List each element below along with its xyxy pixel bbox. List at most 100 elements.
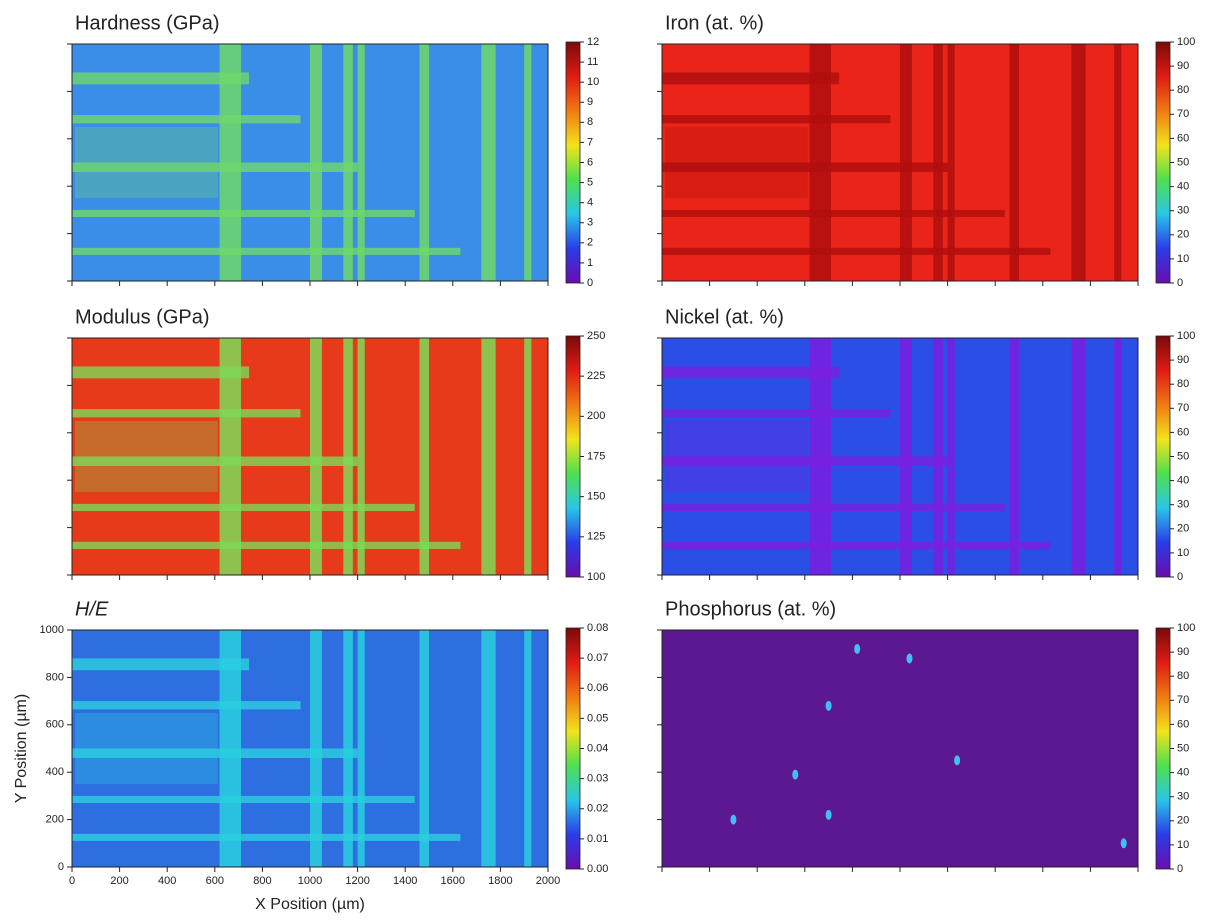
map-feature bbox=[72, 115, 301, 124]
x-tick-label: 1200 bbox=[345, 875, 369, 887]
colorbar-tick-label: 11 bbox=[587, 56, 598, 68]
colorbar-tick-label: 20 bbox=[1177, 523, 1189, 535]
map-feature bbox=[72, 795, 415, 804]
colorbar-tick-label: 0.04 bbox=[587, 742, 608, 754]
colorbar-tick-label: 30 bbox=[1177, 791, 1189, 803]
map-feature bbox=[72, 72, 250, 85]
map-feature bbox=[481, 44, 496, 281]
map-feature bbox=[665, 126, 808, 199]
map-feature bbox=[854, 643, 861, 654]
x-tick-label: 1000 bbox=[298, 875, 322, 887]
colorbar-tick-label: 20 bbox=[1177, 815, 1189, 827]
colorbar-tick-label: 100 bbox=[587, 571, 605, 583]
map-feature bbox=[72, 658, 250, 671]
map-feature bbox=[72, 833, 461, 841]
map-feature bbox=[72, 366, 250, 379]
map-feature bbox=[662, 209, 1005, 218]
map-feature bbox=[357, 44, 365, 281]
map-feature bbox=[72, 409, 301, 418]
map-feature bbox=[357, 630, 365, 867]
x-tick-label: 600 bbox=[206, 875, 224, 887]
heatmap bbox=[662, 630, 1138, 867]
map-feature bbox=[72, 541, 461, 549]
y-tick-label: 200 bbox=[46, 814, 64, 826]
colorbar-tick-label: 0.00 bbox=[587, 863, 608, 875]
map-feature bbox=[662, 115, 891, 124]
colorbar-tick-label: 50 bbox=[1177, 156, 1189, 168]
map-feature bbox=[524, 338, 532, 575]
colorbar-tick-label: 4 bbox=[587, 197, 593, 209]
colorbar-tick-label: 20 bbox=[1177, 229, 1189, 241]
map-feature bbox=[72, 701, 301, 710]
x-tick-label: 2000 bbox=[536, 875, 560, 887]
colorbar-tick-label: 30 bbox=[1177, 205, 1189, 217]
colorbar-tick-label: 0.02 bbox=[587, 803, 608, 815]
colorbar-tick-label: 9 bbox=[587, 96, 593, 108]
colorbar-tick-label: 90 bbox=[1177, 60, 1189, 72]
map-feature bbox=[524, 630, 532, 867]
colorbar-tick-label: 225 bbox=[587, 370, 605, 382]
colorbar-tick-label: 2 bbox=[587, 237, 593, 249]
colorbar bbox=[565, 335, 581, 578]
colorbar bbox=[1155, 41, 1171, 284]
map-feature bbox=[906, 653, 913, 664]
x-tick-label: 200 bbox=[110, 875, 128, 887]
colorbar-tick-label: 8 bbox=[587, 116, 593, 128]
colorbar-tick-label: 60 bbox=[1177, 718, 1189, 730]
map-feature bbox=[662, 366, 840, 379]
colorbar-tick-label: 40 bbox=[1177, 767, 1189, 779]
colorbar-tick-label: 90 bbox=[1177, 646, 1189, 658]
colorbar-tick-label: 80 bbox=[1177, 84, 1189, 96]
x-axis-label: X Position (µm) bbox=[255, 896, 365, 913]
map-feature bbox=[662, 503, 1005, 512]
map-feature bbox=[662, 72, 840, 85]
x-tick-label: 1800 bbox=[488, 875, 512, 887]
colorbar-tick-label: 10 bbox=[1177, 547, 1189, 559]
map-feature bbox=[792, 769, 799, 780]
colorbar-tick-label: 30 bbox=[1177, 499, 1189, 511]
colorbar-tick-label: 250 bbox=[587, 330, 605, 342]
colorbar-tick-label: 0.08 bbox=[587, 622, 608, 634]
colorbar-tick-label: 3 bbox=[587, 217, 593, 229]
colorbar-tick-label: 0 bbox=[1177, 863, 1183, 875]
y-tick-label: 0 bbox=[58, 861, 64, 873]
colorbar-tick-label: 0.07 bbox=[587, 652, 608, 664]
y-tick-label: 400 bbox=[46, 766, 64, 778]
y-tick-label: 1000 bbox=[40, 624, 64, 636]
colorbar-tick-label: 100 bbox=[1177, 330, 1195, 342]
colorbar-tick-label: 125 bbox=[587, 531, 605, 543]
map-feature bbox=[954, 755, 961, 766]
map-feature bbox=[524, 44, 532, 281]
map-feature bbox=[419, 630, 429, 867]
map-feature bbox=[72, 209, 415, 218]
colorbar-tick-label: 12 bbox=[587, 36, 599, 48]
colorbar-tick-label: 80 bbox=[1177, 670, 1189, 682]
x-tick-label: 1400 bbox=[393, 875, 417, 887]
map-feature bbox=[72, 456, 358, 466]
colorbar-tick-label: 90 bbox=[1177, 354, 1189, 366]
colorbar-tick-label: 0.03 bbox=[587, 773, 608, 785]
colorbar-tick-label: 10 bbox=[1177, 253, 1189, 265]
colorbar-tick-label: 50 bbox=[1177, 450, 1189, 462]
colorbar-tick-label: 70 bbox=[1177, 694, 1189, 706]
colorbar-tick-label: 0.01 bbox=[587, 833, 608, 845]
y-tick-label: 600 bbox=[46, 719, 64, 731]
colorbar-tick-label: 0.06 bbox=[587, 682, 608, 694]
map-feature bbox=[72, 748, 358, 758]
panel-title: Phosphorus (at. %) bbox=[665, 598, 836, 620]
map-feature bbox=[419, 338, 429, 575]
map-feature bbox=[1071, 44, 1086, 281]
colorbar-tick-label: 100 bbox=[1177, 622, 1195, 634]
colorbar-tick-label: 80 bbox=[1177, 378, 1189, 390]
colorbar bbox=[565, 41, 581, 284]
map-feature bbox=[1114, 338, 1122, 575]
map-feature bbox=[357, 338, 365, 575]
map-feature bbox=[75, 712, 218, 785]
colorbar-tick-label: 1 bbox=[587, 257, 593, 269]
colorbar bbox=[565, 627, 581, 870]
colorbar-tick-label: 175 bbox=[587, 450, 605, 462]
colorbar-tick-label: 0.05 bbox=[587, 712, 608, 724]
map-feature bbox=[662, 409, 891, 418]
colorbar bbox=[1155, 335, 1171, 578]
